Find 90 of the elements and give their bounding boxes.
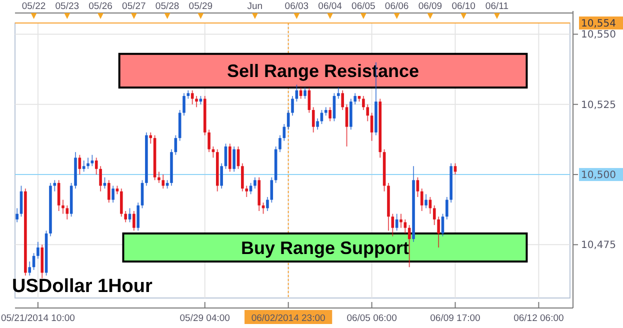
x-tick-label: 05/29 04:00 [180,313,230,324]
candlestick [404,218,407,234]
candlestick [332,92,336,122]
candlestick [220,162,223,190]
candlestick [295,84,298,102]
candlestick [366,104,370,122]
text: 06/03 [284,1,309,12]
candlestick [312,106,315,133]
candlestick [190,90,194,105]
candlestick [162,174,165,190]
text: 06/10 [452,1,476,12]
candlestick [432,204,436,226]
candlestick [103,176,106,190]
candlestick [245,185,248,198]
text: 06/04 [318,1,342,12]
candlestick [20,185,23,218]
candlestick [354,92,356,105]
candlestick [391,213,394,237]
candlestick [446,196,448,220]
candlestick [416,176,420,198]
text: 06/06 [384,1,409,12]
candlestick [36,241,40,260]
candlestick [140,180,144,209]
candlestick [78,154,82,176]
candlestick [278,134,282,153]
candlestick [208,129,210,153]
text: 06/05 [352,1,376,12]
candlestick [337,87,340,100]
y-tick-label: 10,550 [581,30,616,41]
candlestick [341,90,344,110]
candlestick [228,143,232,172]
candlestick [291,95,294,116]
candlestick [241,162,244,192]
candlestick [94,157,98,176]
text: 06/09 [418,1,442,12]
candlestick [28,261,32,276]
candlestick [232,146,236,172]
ref-line-label: 10,554 [581,18,616,30]
text: Jun [247,1,263,12]
candlestick [132,210,136,232]
candlestick [99,166,102,192]
candlestick [86,157,90,170]
text: 05/22 [22,1,46,12]
text: 05/23 [55,1,80,12]
candlestick [395,213,398,232]
candlestick [362,95,365,110]
candlestick [266,196,269,212]
candlestick [420,188,424,212]
candlestick [254,176,256,190]
candlestick [441,213,444,237]
candlestick [304,87,306,100]
candlestick [149,132,152,144]
candlestick [136,202,140,232]
candlestick [437,216,440,248]
text: 05/28 [155,1,180,12]
y-tick-label: 10,500 [581,170,616,182]
x-tick-label: 05/21/2014 10:00 [0,313,75,324]
candlestick [82,160,86,172]
candlestick [182,92,186,116]
candlestick [158,171,160,184]
x-tick-label: 06/02/2014 23:00 [251,313,326,324]
candlestick [66,204,69,220]
candlestick [112,185,114,204]
y-tick-label: 10,525 [581,100,616,111]
candlestick [62,199,64,214]
candlestick [316,118,319,130]
candlestick [400,213,402,228]
candlestick [107,180,110,204]
text: 05/27 [122,1,146,12]
candlestick [124,210,127,223]
text: 06/11 [485,1,509,12]
candlestick [370,112,374,142]
candlestick [16,208,18,223]
x-tick-label: 06/05 06:00 [346,313,397,324]
x-tick-label: 06/12 06:00 [514,313,564,324]
candlestick [270,176,274,204]
text: 05/29 [188,1,213,12]
candlestick [195,95,198,108]
candlestick [120,188,123,218]
y-tick-label: 10,475 [581,240,616,252]
candlestick [53,180,56,192]
candlestick [424,194,428,209]
x-tick-label: 06/09 17:00 [430,313,480,324]
candlestick [328,106,332,122]
text: USDollar 1Hour [12,276,154,297]
candlestick [345,104,348,147]
band-label: Buy Range Support [240,238,409,258]
candlestick [90,154,94,167]
candlestick [57,180,60,212]
text: 05/26 [88,1,112,12]
